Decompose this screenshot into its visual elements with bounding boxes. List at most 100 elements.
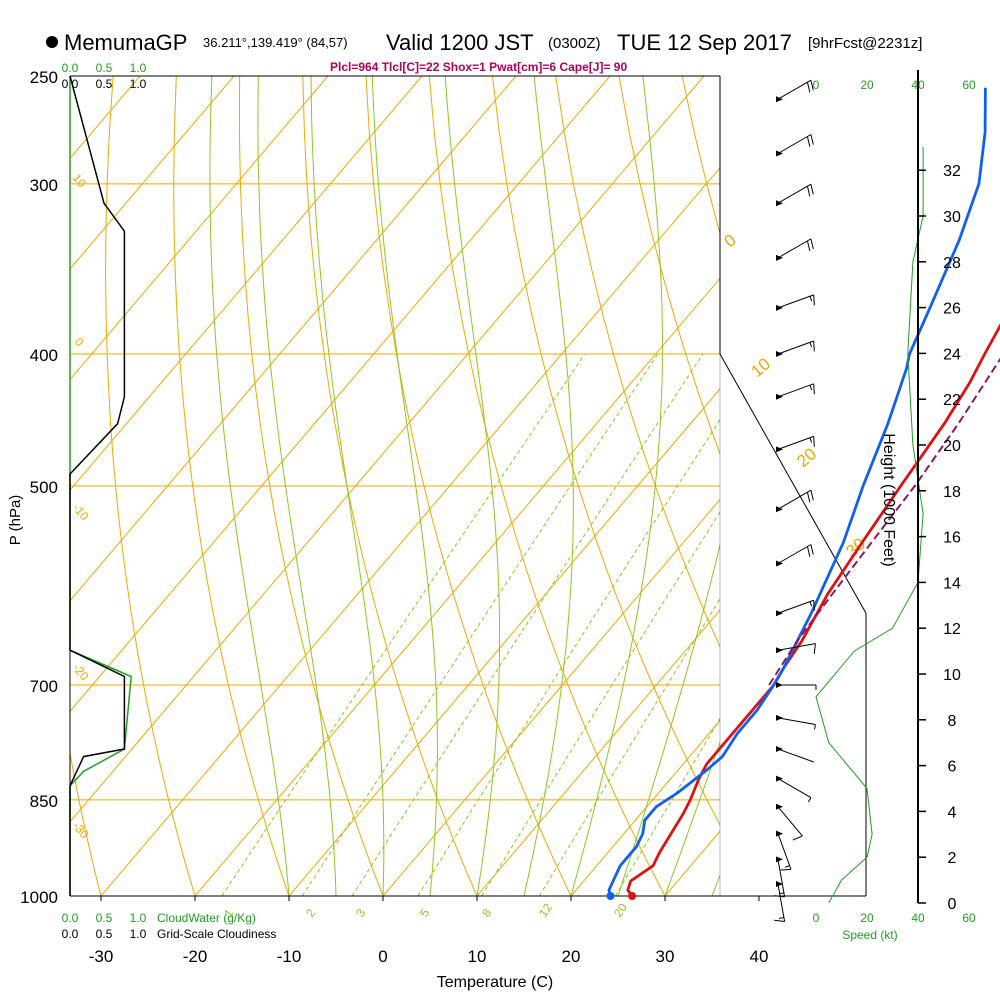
wind-barb <box>776 383 815 400</box>
wind-barb-flag <box>810 184 814 195</box>
wind-barb-head <box>776 803 783 810</box>
mixing-ratio-line <box>614 717 720 896</box>
isotherm-line <box>759 76 1000 896</box>
station-dot-icon <box>46 36 58 48</box>
temperature-tick-label: 30 <box>656 947 675 966</box>
isotherm-line <box>853 76 1000 896</box>
dry-adiabat-line <box>173 76 290 896</box>
wind-barb-head <box>776 254 783 261</box>
wind-speed-line <box>815 147 924 904</box>
isotherm-line <box>194 277 720 896</box>
wind-barb <box>776 775 812 803</box>
mixing-ratio-line <box>538 597 720 896</box>
cloudwater-axis-label: CloudWater (g/Kg) <box>157 911 256 925</box>
moist-adiabat-line <box>523 76 574 896</box>
dry-adiabat-line <box>618 76 720 456</box>
mixing-ratio-line <box>351 353 704 896</box>
dry-adiabat-label: 0 <box>72 335 87 349</box>
cloudiness-bottom-tick: 0.0 <box>62 927 79 941</box>
height-tick-label: 28 <box>943 255 961 272</box>
dry-adiabat-line <box>105 76 196 896</box>
pressure-tick-label: 300 <box>30 176 58 195</box>
wind-barb <box>776 599 815 617</box>
wind-barb-head <box>776 304 783 311</box>
wind-barb <box>776 294 815 311</box>
speed-top-tick: 60 <box>962 78 976 92</box>
wind-barb-head <box>776 610 783 617</box>
wind-barb-head <box>776 560 783 567</box>
moist-adiabat-line <box>257 76 337 896</box>
wind-barb-half <box>809 342 813 348</box>
wind-barb-shaft <box>777 340 814 355</box>
isotherm-label: 20 <box>793 444 820 471</box>
dewpoint-surface-point <box>606 892 615 900</box>
wind-barb-shaft <box>777 859 786 897</box>
wind-barb-head <box>776 393 783 400</box>
dewpoint-line <box>607 87 987 897</box>
wind-barb-head <box>776 150 783 157</box>
wind-barb-flag <box>774 895 785 898</box>
isotherm-label: 10 <box>747 354 774 381</box>
mixing-ratio-label: 20 <box>611 900 630 919</box>
plot-area <box>70 76 1000 896</box>
wind-barb-half <box>809 601 813 607</box>
header: MemumaGP 36.211°,139.419° (84,57) Valid … <box>46 30 922 74</box>
moist-adiabat-line <box>310 76 385 896</box>
height-tick-label: 12 <box>943 621 961 638</box>
wind-barb-shaft <box>777 599 814 614</box>
height-tick-label: 30 <box>943 209 961 226</box>
dry-adiabat-label: -20 <box>70 661 92 684</box>
wind-barb-half <box>809 296 813 302</box>
moist-adiabat-line <box>371 76 438 896</box>
mixing-ratio-label: 12 <box>536 900 555 919</box>
model-title: MemumaGP <box>64 30 187 55</box>
moist-adiabat-line <box>444 76 501 896</box>
mixing-ratio-line <box>301 353 659 896</box>
speed-bottom-tick: 60 <box>962 911 976 925</box>
right-frame-slant <box>719 353 867 614</box>
wind-barb <box>776 489 814 513</box>
wind-barb-shaft <box>777 544 812 564</box>
wind-barb <box>776 544 814 567</box>
isotherm-line <box>476 609 720 896</box>
wind-barb-shaft <box>777 717 816 725</box>
temperature-tick-label: 20 <box>562 947 581 966</box>
temperature-tick-label: 40 <box>750 947 769 966</box>
temperature-tick-label: 10 <box>468 947 487 966</box>
wind-barb-head <box>776 830 783 837</box>
wind-barb-flag <box>810 80 814 91</box>
dry-adiabat-line <box>70 750 102 896</box>
mixing-ratio-label: 5 <box>417 906 432 920</box>
wind-barb-flag <box>813 383 815 395</box>
wind-barb-flag <box>806 492 811 503</box>
wind-barb-flag <box>806 82 811 93</box>
wind-barb-head <box>776 351 783 358</box>
height-axis-label: Height (1000 Feet) <box>880 433 897 566</box>
wind-barb-shaft <box>777 435 814 450</box>
wind-barb-flag <box>813 294 815 306</box>
wind-barb-flag <box>813 436 815 447</box>
height-tick-label: 10 <box>943 667 961 684</box>
dry-adiabat-line <box>809 76 1000 896</box>
pressure-tick-label: 700 <box>30 677 58 696</box>
wind-barb-half <box>778 917 784 919</box>
dry-adiabat-line <box>745 76 1000 896</box>
cloudwater-top-tick: 1.0 <box>130 61 147 75</box>
wind-barb-flag <box>774 919 785 922</box>
speed-bottom-tick: 20 <box>860 911 874 925</box>
isotherm-line <box>70 76 423 491</box>
height-tick-label: 6 <box>948 759 957 776</box>
speed-top-tick: 0 <box>813 78 820 92</box>
temperature-tick-label: -20 <box>183 947 208 966</box>
wind-barb <box>776 79 814 103</box>
dry-adiabat-line <box>492 76 720 827</box>
wind-barb-shaft <box>777 79 812 100</box>
height-tick-label: 24 <box>943 346 961 363</box>
mixing-ratio-line <box>221 353 586 896</box>
wind-barb-flag <box>806 546 811 557</box>
wind-barb-flag <box>810 490 814 501</box>
wind-barb-head <box>776 200 783 207</box>
height-tick-label: 18 <box>943 484 961 501</box>
height-tick-label: 32 <box>943 163 961 180</box>
